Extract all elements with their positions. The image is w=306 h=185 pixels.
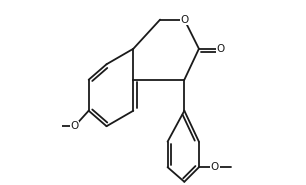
- Text: O: O: [70, 121, 79, 131]
- Text: O: O: [211, 162, 219, 172]
- Text: O: O: [180, 15, 188, 25]
- Text: O: O: [216, 44, 225, 54]
